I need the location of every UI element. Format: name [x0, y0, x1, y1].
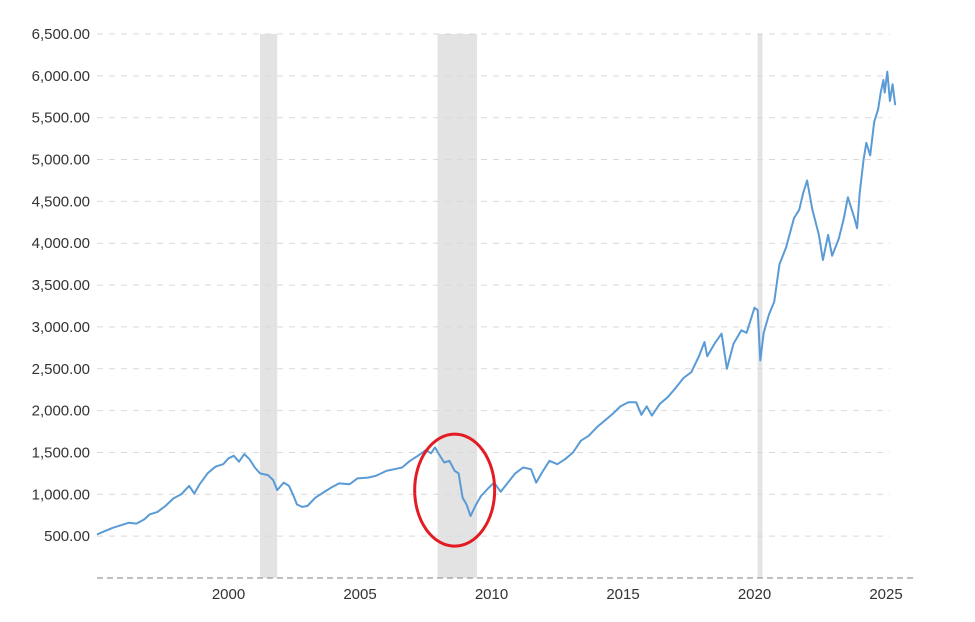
y-tick-label: 3,000.00 [32, 319, 90, 336]
x-tick-label: 2025 [869, 586, 902, 603]
y-tick-label: 6,500.00 [32, 26, 90, 43]
x-tick-label: 2000 [212, 586, 245, 603]
recession-bands [260, 34, 763, 578]
y-tick-label: 5,500.00 [32, 110, 90, 127]
series [96, 70, 897, 536]
x-axis-tick-labels: 2000 2005 2010 2015 2020 2025 [212, 586, 903, 603]
x-tick-label: 2015 [606, 586, 639, 603]
y-tick-label: 6,000.00 [32, 68, 90, 85]
y-tick-label: 2,500.00 [32, 361, 90, 378]
gridlines [97, 33, 890, 537]
y-tick-label: 1,000.00 [32, 486, 90, 503]
y-tick-label: 4,000.00 [32, 235, 90, 252]
x-tick-label: 2010 [475, 586, 508, 603]
y-axis-tick-labels: 500.00 1,000.00 1,500.00 2,000.00 2,500.00 3,… [32, 26, 90, 545]
y-tick-label: 3,500.00 [32, 277, 90, 294]
series-line [96, 70, 897, 536]
x-tick-label: 2005 [343, 586, 376, 603]
y-tick-label: 4,500.00 [32, 193, 90, 210]
x-tick-label: 2020 [738, 586, 771, 603]
highlight-circle [413, 432, 497, 548]
y-tick-label: 1,500.00 [32, 444, 90, 461]
recession-band [260, 34, 278, 578]
recession-band [437, 34, 478, 578]
recession-band [757, 34, 763, 578]
y-tick-label: 5,000.00 [32, 152, 90, 169]
y-tick-label: 2,000.00 [32, 403, 90, 420]
y-tick-label: 500.00 [44, 528, 90, 545]
annotations [413, 432, 497, 548]
